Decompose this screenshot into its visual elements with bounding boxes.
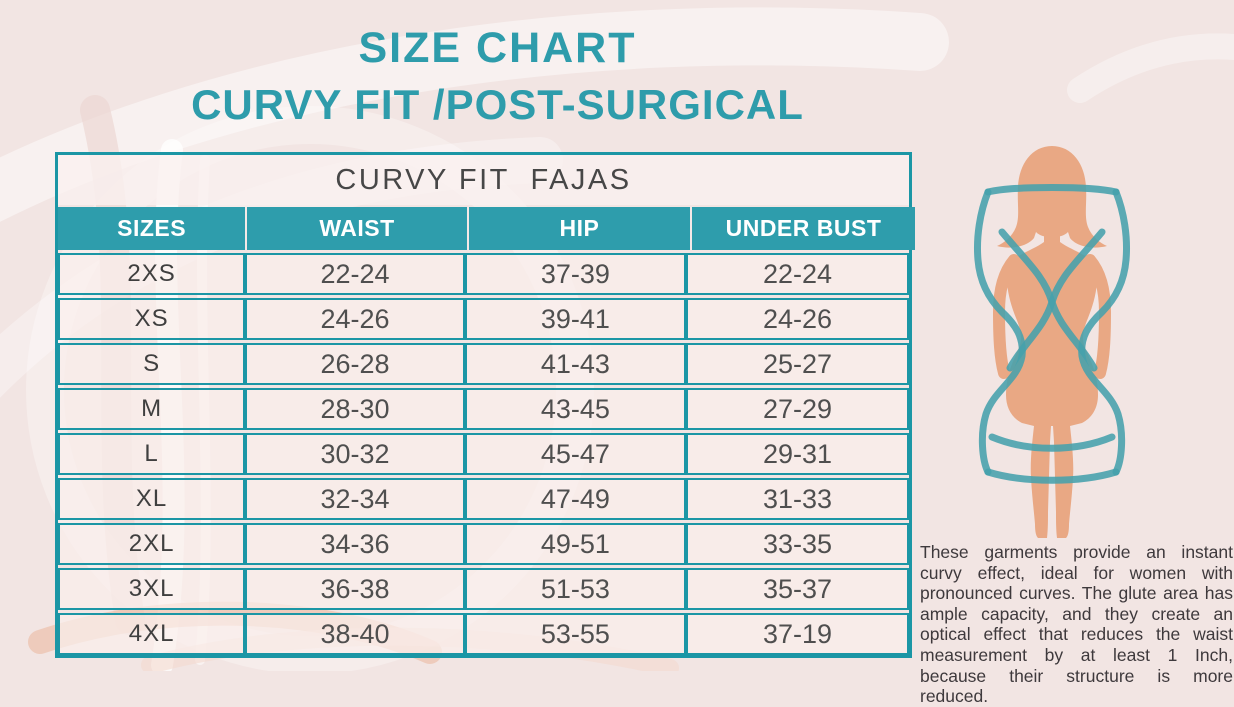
waist-cell: 36-38	[245, 568, 465, 610]
waist-cell: 32-34	[245, 478, 465, 520]
size-cell: S	[58, 343, 246, 385]
under-bust-cell: 33-35	[686, 523, 909, 565]
table-row: M 28-30 43-45 27-29	[58, 388, 909, 430]
size-cell: XL	[58, 478, 246, 520]
hip-cell: 39-41	[464, 298, 687, 340]
hip-cell: 47-49	[464, 478, 687, 520]
under-bust-cell: 29-31	[686, 433, 909, 475]
size-cell: 2XS	[58, 253, 246, 295]
page: SIZE CHART CURVY FIT /POST-SURGICAL CURV…	[30, 24, 1233, 706]
hip-cell: 45-47	[464, 433, 687, 475]
waist-cell: 34-36	[245, 523, 465, 565]
waist-cell: 38-40	[245, 613, 465, 655]
under-bust-cell: 22-24	[686, 253, 909, 295]
under-bust-cell: 31-33	[686, 478, 909, 520]
size-cell: L	[58, 433, 246, 475]
column-header-sizes: SIZES	[58, 207, 246, 250]
table-caption: CURVY FIT FAJAS	[58, 155, 909, 205]
size-cell: XS	[58, 298, 246, 340]
under-bust-cell: 25-27	[686, 343, 909, 385]
table-row: 2XS 22-24 37-39 22-24	[58, 253, 909, 295]
size-cell: 3XL	[58, 568, 246, 610]
table-row: 4XL 38-40 53-55 37-19	[58, 613, 909, 655]
hip-cell: 51-53	[464, 568, 687, 610]
table-body: 2XS 22-24 37-39 22-24 XS 24-26 39-41 24-…	[58, 253, 909, 655]
table-row: 2XL 34-36 49-51 33-35	[58, 523, 909, 565]
waist-cell: 26-28	[245, 343, 465, 385]
column-header-waist: WAIST	[247, 207, 467, 250]
title-line-1: SIZE CHART	[358, 24, 637, 72]
under-bust-cell: 37-19	[686, 613, 909, 655]
column-header-under-bust: UNDER BUST	[692, 207, 915, 250]
size-cell: M	[58, 388, 246, 430]
waist-cell: 30-32	[245, 433, 465, 475]
waist-cell: 28-30	[245, 388, 465, 430]
column-header-hip: HIP	[468, 207, 691, 250]
table-row: XL 32-34 47-49 31-33	[58, 478, 909, 520]
size-chart-table: CURVY FIT FAJAS SIZES WAIST HIP UNDER BU…	[55, 152, 915, 658]
hip-cell: 41-43	[464, 343, 687, 385]
waist-cell: 24-26	[245, 298, 465, 340]
description-text: These garments provide an instant curvy …	[920, 542, 1233, 707]
under-bust-cell: 35-37	[686, 568, 909, 610]
hip-cell: 49-51	[464, 523, 687, 565]
size-cell: 2XL	[58, 523, 246, 565]
under-bust-cell: 24-26	[686, 298, 909, 340]
table-row: XS 24-26 39-41 24-26	[58, 298, 909, 340]
hip-cell: 53-55	[464, 613, 687, 655]
title-line-2: CURVY FIT /POST-SURGICAL	[191, 81, 804, 128]
hip-cell: 37-39	[464, 253, 687, 295]
table-header-row: SIZES WAIST HIP UNDER BUST	[58, 207, 915, 250]
waist-cell: 22-24	[245, 253, 465, 295]
table-row: 3XL 36-38 51-53 35-37	[58, 568, 909, 610]
under-bust-cell: 27-29	[686, 388, 909, 430]
table-row: S 26-28 41-43 25-27	[58, 343, 909, 385]
table-row: L 30-32 45-47 29-31	[58, 433, 909, 475]
page-title: SIZE CHART CURVY FIT /POST-SURGICAL	[30, 24, 965, 129]
hip-cell: 43-45	[464, 388, 687, 430]
size-cell: 4XL	[58, 613, 246, 655]
curvy-body-illustration	[974, 146, 1130, 538]
